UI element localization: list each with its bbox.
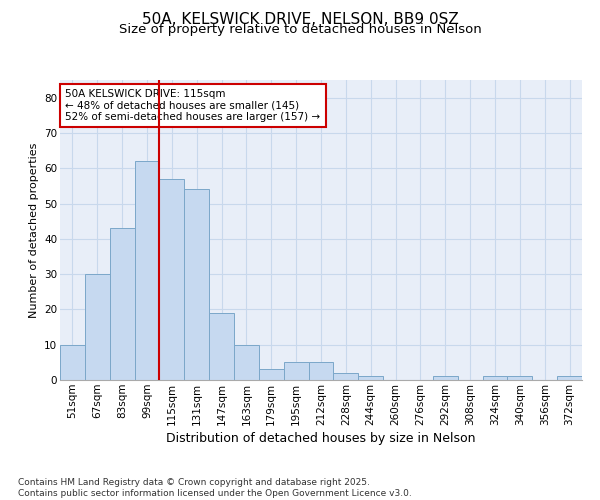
Bar bbox=[184, 190, 209, 380]
Bar bbox=[85, 274, 110, 380]
X-axis label: Distribution of detached houses by size in Nelson: Distribution of detached houses by size … bbox=[166, 432, 476, 445]
Bar bbox=[110, 228, 134, 380]
Bar bbox=[508, 376, 532, 380]
Bar bbox=[482, 376, 508, 380]
Bar bbox=[433, 376, 458, 380]
Bar bbox=[284, 362, 308, 380]
Bar bbox=[308, 362, 334, 380]
Bar bbox=[134, 161, 160, 380]
Text: Size of property relative to detached houses in Nelson: Size of property relative to detached ho… bbox=[119, 24, 481, 36]
Bar bbox=[160, 179, 184, 380]
Bar bbox=[259, 370, 284, 380]
Text: 50A, KELSWICK DRIVE, NELSON, BB9 0SZ: 50A, KELSWICK DRIVE, NELSON, BB9 0SZ bbox=[142, 12, 458, 28]
Y-axis label: Number of detached properties: Number of detached properties bbox=[29, 142, 38, 318]
Bar bbox=[234, 344, 259, 380]
Bar bbox=[557, 376, 582, 380]
Text: 50A KELSWICK DRIVE: 115sqm
← 48% of detached houses are smaller (145)
52% of sem: 50A KELSWICK DRIVE: 115sqm ← 48% of deta… bbox=[65, 89, 320, 122]
Bar bbox=[60, 344, 85, 380]
Text: Contains HM Land Registry data © Crown copyright and database right 2025.
Contai: Contains HM Land Registry data © Crown c… bbox=[18, 478, 412, 498]
Bar bbox=[334, 373, 358, 380]
Bar bbox=[209, 313, 234, 380]
Bar bbox=[358, 376, 383, 380]
